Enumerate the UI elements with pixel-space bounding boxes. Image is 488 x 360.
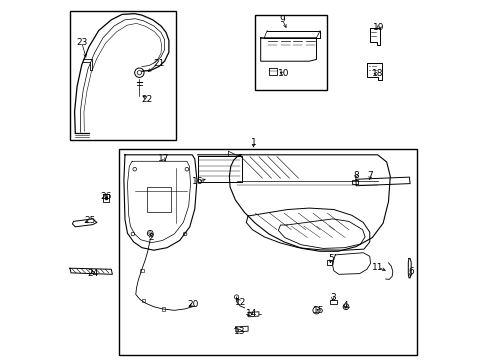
Bar: [147, 187, 170, 212]
Text: 1: 1: [250, 138, 256, 147]
Text: 19: 19: [372, 23, 384, 32]
Text: 22: 22: [142, 95, 153, 104]
Circle shape: [148, 232, 151, 235]
Text: 12: 12: [234, 298, 245, 307]
Text: 6: 6: [407, 267, 413, 276]
Bar: [162, 307, 165, 311]
Text: 10: 10: [278, 69, 289, 78]
Text: 26: 26: [101, 192, 112, 201]
Text: 25: 25: [84, 216, 96, 225]
Text: 5: 5: [327, 254, 333, 263]
Text: 8: 8: [352, 171, 358, 180]
Circle shape: [312, 307, 320, 314]
Bar: [326, 260, 332, 265]
Text: 23: 23: [76, 38, 87, 47]
Circle shape: [185, 167, 188, 171]
Text: 14: 14: [245, 310, 257, 319]
Text: 2: 2: [148, 233, 153, 242]
Text: 17: 17: [158, 154, 169, 163]
Text: 20: 20: [187, 300, 199, 309]
Text: 15: 15: [312, 306, 324, 315]
Text: 7: 7: [367, 171, 373, 180]
Circle shape: [137, 71, 141, 75]
Text: 16: 16: [192, 177, 203, 186]
Circle shape: [234, 295, 238, 299]
Text: 4: 4: [342, 301, 347, 310]
Bar: [118, 149, 416, 355]
Text: 3: 3: [329, 292, 335, 301]
Circle shape: [131, 232, 134, 236]
Bar: [255, 15, 326, 90]
Text: 18: 18: [371, 69, 383, 78]
Bar: [352, 180, 357, 184]
Circle shape: [343, 304, 348, 310]
Text: 24: 24: [87, 269, 99, 278]
Circle shape: [133, 167, 136, 171]
Circle shape: [183, 232, 186, 236]
Bar: [140, 269, 143, 272]
Bar: [142, 299, 145, 302]
Bar: [329, 300, 336, 304]
Text: 9: 9: [279, 15, 285, 24]
Text: 21: 21: [153, 59, 164, 68]
Circle shape: [134, 68, 144, 77]
Circle shape: [147, 230, 153, 236]
Bar: [70, 11, 176, 140]
Text: 11: 11: [371, 263, 383, 272]
Text: 13: 13: [234, 327, 245, 336]
